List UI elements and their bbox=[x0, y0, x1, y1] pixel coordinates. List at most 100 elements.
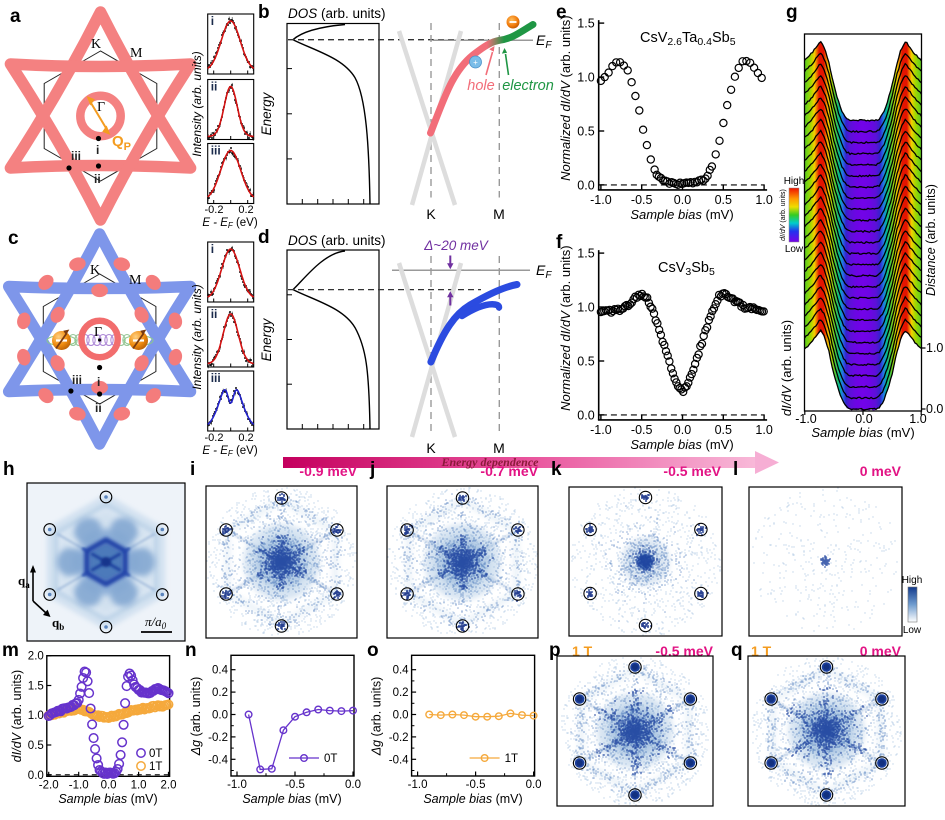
svg-text:-0.4: -0.4 bbox=[208, 754, 228, 766]
svg-text:iii: iii bbox=[72, 373, 82, 387]
svg-text:1.0: 1.0 bbox=[926, 341, 943, 355]
svg-text:-1.0: -1.0 bbox=[69, 779, 89, 791]
svg-text:M: M bbox=[493, 440, 505, 456]
svg-text:2.0: 2.0 bbox=[161, 779, 177, 791]
svg-text:Sample bias (mV): Sample bias (mV) bbox=[58, 792, 157, 806]
svg-text:M: M bbox=[493, 206, 505, 222]
svg-text:hole: hole bbox=[467, 78, 494, 94]
svg-text:1.5: 1.5 bbox=[577, 17, 594, 31]
svg-text:a: a bbox=[10, 6, 21, 27]
svg-text:-0.4: -0.4 bbox=[389, 754, 409, 766]
svg-text:i: i bbox=[190, 459, 195, 480]
svg-text:1.0: 1.0 bbox=[131, 779, 147, 791]
svg-text:Sample bias (mV): Sample bias (mV) bbox=[630, 207, 733, 222]
svg-text:K: K bbox=[426, 440, 436, 456]
svg-text:0.0: 0.0 bbox=[577, 178, 594, 192]
svg-text:0.0: 0.0 bbox=[28, 770, 44, 782]
svg-text:-0.7 meV: -0.7 meV bbox=[480, 463, 538, 479]
svg-text:1.0: 1.0 bbox=[577, 301, 594, 315]
svg-text:Sample bias (mV): Sample bias (mV) bbox=[630, 437, 733, 452]
svg-text:iii: iii bbox=[211, 371, 221, 385]
svg-text:K: K bbox=[426, 206, 436, 222]
svg-text:-1.0: -1.0 bbox=[795, 412, 817, 426]
svg-text:d: d bbox=[258, 227, 270, 248]
svg-text:1T: 1T bbox=[505, 753, 518, 765]
svg-text:0T: 0T bbox=[324, 753, 337, 765]
svg-text:0.0: 0.0 bbox=[674, 423, 691, 437]
svg-text:0.5: 0.5 bbox=[28, 740, 44, 752]
svg-text:DOS (arb. units): DOS (arb. units) bbox=[288, 233, 386, 248]
svg-text:-0.5: -0.5 bbox=[631, 423, 653, 437]
svg-text:ii: ii bbox=[211, 307, 218, 321]
svg-text:electron: electron bbox=[502, 78, 554, 94]
svg-text:0.0: 0.0 bbox=[926, 402, 943, 416]
svg-text:o: o bbox=[367, 640, 379, 661]
svg-text:l: l bbox=[733, 459, 738, 480]
svg-text:K: K bbox=[90, 263, 100, 278]
svg-text:-0.2: -0.2 bbox=[205, 432, 224, 444]
svg-text:i: i bbox=[96, 143, 99, 157]
svg-text:Δg (arb. units): Δg (arb. units) bbox=[370, 677, 384, 757]
svg-text:-0.9 meV: -0.9 meV bbox=[299, 463, 357, 479]
svg-text:f: f bbox=[556, 232, 563, 253]
svg-text:-2.0: -2.0 bbox=[39, 779, 59, 791]
svg-text:b: b bbox=[258, 2, 270, 23]
svg-text:0.0: 0.0 bbox=[212, 710, 228, 722]
svg-text:q: q bbox=[731, 640, 743, 661]
svg-text:n: n bbox=[185, 640, 197, 661]
svg-text:0 meV: 0 meV bbox=[860, 463, 902, 479]
svg-text:Energy dependence: Energy dependence bbox=[441, 455, 540, 469]
svg-text:Low: Low bbox=[903, 625, 922, 636]
svg-text:iii: iii bbox=[71, 149, 81, 163]
svg-text:1.0: 1.0 bbox=[28, 710, 44, 722]
svg-text:+: + bbox=[473, 58, 478, 67]
svg-text:1 T: 1 T bbox=[751, 643, 772, 659]
svg-text:Sample bias (mV): Sample bias (mV) bbox=[811, 425, 914, 440]
svg-text:0.4: 0.4 bbox=[212, 665, 229, 677]
svg-text:1.5: 1.5 bbox=[28, 681, 44, 693]
svg-text:Γ: Γ bbox=[97, 100, 105, 115]
svg-text:Δ~20 meV: Δ~20 meV bbox=[423, 238, 489, 253]
svg-text:1.0: 1.0 bbox=[755, 193, 772, 207]
svg-text:-0.5 meV: -0.5 meV bbox=[663, 463, 721, 479]
svg-text:0.5: 0.5 bbox=[577, 125, 594, 139]
svg-text:ii: ii bbox=[94, 172, 101, 186]
svg-text:High: High bbox=[784, 176, 805, 187]
svg-text:DOS (arb. units): DOS (arb. units) bbox=[288, 6, 386, 21]
svg-text:0 meV: 0 meV bbox=[860, 643, 902, 659]
svg-text:0.2: 0.2 bbox=[212, 687, 228, 699]
svg-text:ii: ii bbox=[211, 80, 218, 94]
svg-text:-0.2: -0.2 bbox=[389, 732, 409, 744]
svg-text:Intensity (arb. units): Intensity (arb. units) bbox=[190, 284, 204, 389]
svg-text:0.0: 0.0 bbox=[345, 779, 361, 791]
svg-text:High: High bbox=[902, 575, 923, 586]
svg-text:0.2: 0.2 bbox=[238, 204, 253, 216]
svg-text:0.0: 0.0 bbox=[393, 710, 409, 722]
svg-text:Sample bias (mV): Sample bias (mV) bbox=[242, 792, 341, 806]
svg-text:i: i bbox=[211, 242, 214, 256]
svg-text:0.2: 0.2 bbox=[393, 687, 409, 699]
svg-text:Δg (arb. units): Δg (arb. units) bbox=[189, 677, 203, 757]
svg-text:0T: 0T bbox=[149, 748, 162, 760]
svg-text:k: k bbox=[551, 459, 562, 480]
svg-text:K: K bbox=[91, 37, 101, 52]
svg-text:iii: iii bbox=[211, 144, 221, 158]
svg-text:Normalized dI/dV (arb. units): Normalized dI/dV (arb. units) bbox=[558, 245, 573, 410]
svg-text:g: g bbox=[786, 2, 798, 23]
svg-text:-1.0: -1.0 bbox=[590, 423, 612, 437]
svg-text:c: c bbox=[8, 228, 19, 249]
svg-text:-1.0: -1.0 bbox=[590, 193, 612, 207]
svg-text:E - EF (eV): E - EF (eV) bbox=[202, 445, 258, 458]
svg-text:0.2: 0.2 bbox=[238, 432, 253, 444]
svg-text:Γ: Γ bbox=[94, 325, 102, 340]
svg-text:m: m bbox=[2, 640, 19, 661]
svg-text:p: p bbox=[549, 640, 561, 661]
svg-text:0.0: 0.0 bbox=[577, 408, 594, 422]
svg-text:0.4: 0.4 bbox=[393, 665, 410, 677]
svg-text:0.0: 0.0 bbox=[526, 779, 542, 791]
svg-text:Intensity (arb. units): Intensity (arb. units) bbox=[190, 51, 204, 156]
svg-text:-0.2: -0.2 bbox=[205, 204, 224, 216]
svg-text:h: h bbox=[3, 459, 15, 480]
svg-text:dI/dV (arb. units): dI/dV (arb. units) bbox=[779, 320, 794, 416]
svg-text:1.0: 1.0 bbox=[909, 412, 926, 426]
